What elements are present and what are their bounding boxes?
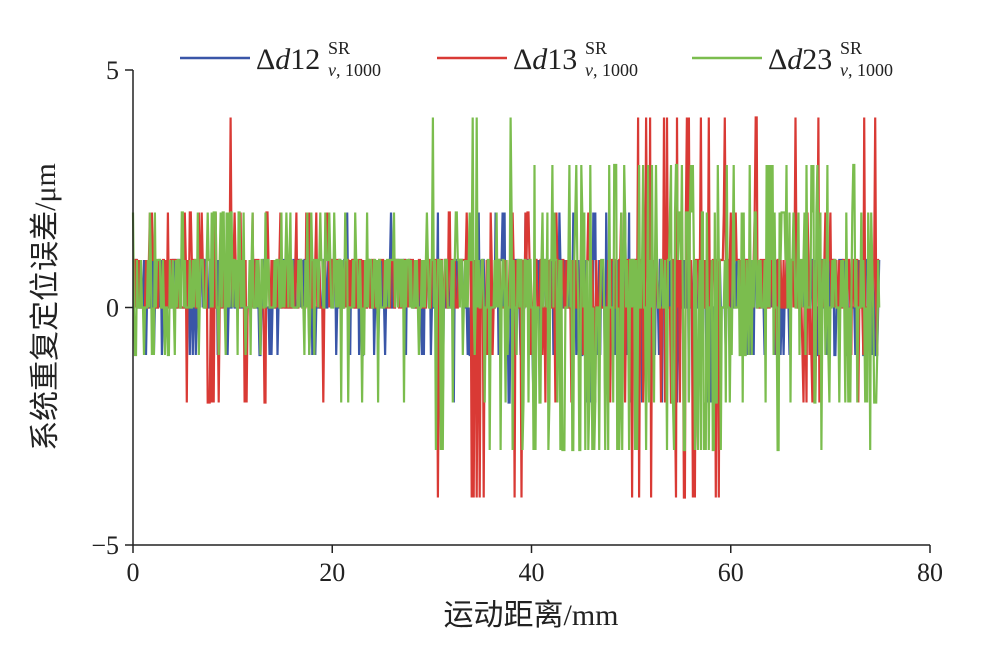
x-tick-label: 40: [519, 558, 545, 587]
legend: Δd12 SRv, 1000 Δd13 SRv, 1000 Δd23 SRv, 1000: [180, 38, 893, 80]
plot-series: [131, 116, 881, 499]
x-tick-label: 20: [319, 558, 345, 587]
legend-item-2: Δd13 SRv, 1000: [437, 38, 638, 80]
legend-label: Δd23: [768, 43, 832, 76]
legend-item-1: Δd12 SRv, 1000: [180, 38, 381, 80]
legend-item-3: Δd23 SRv, 1000: [692, 38, 893, 80]
legend-superscript: SR: [585, 38, 607, 58]
ticks: 0 20 40 60 80 −5 0 5: [91, 56, 943, 587]
y-axis-label: 系统重复定位误差/μm: [29, 163, 62, 451]
legend-label: Δd13: [513, 43, 577, 76]
legend-superscript: SR: [328, 38, 350, 58]
legend-label: Δd12: [256, 43, 320, 76]
x-tick-label: 60: [718, 558, 744, 587]
legend-subscript: v, 1000: [328, 60, 381, 80]
x-axis-label: 运动距离/mm: [443, 599, 618, 632]
y-tick-label: 5: [106, 56, 119, 85]
x-tick-label: 80: [917, 558, 943, 587]
x-tick-label: 0: [127, 558, 140, 587]
y-tick-label: 0: [106, 294, 119, 323]
legend-subscript: v, 1000: [840, 60, 893, 80]
series-line-3: [131, 117, 881, 452]
y-tick-label: −5: [91, 531, 119, 560]
legend-superscript: SR: [840, 38, 862, 58]
legend-subscript: v, 1000: [585, 60, 638, 80]
